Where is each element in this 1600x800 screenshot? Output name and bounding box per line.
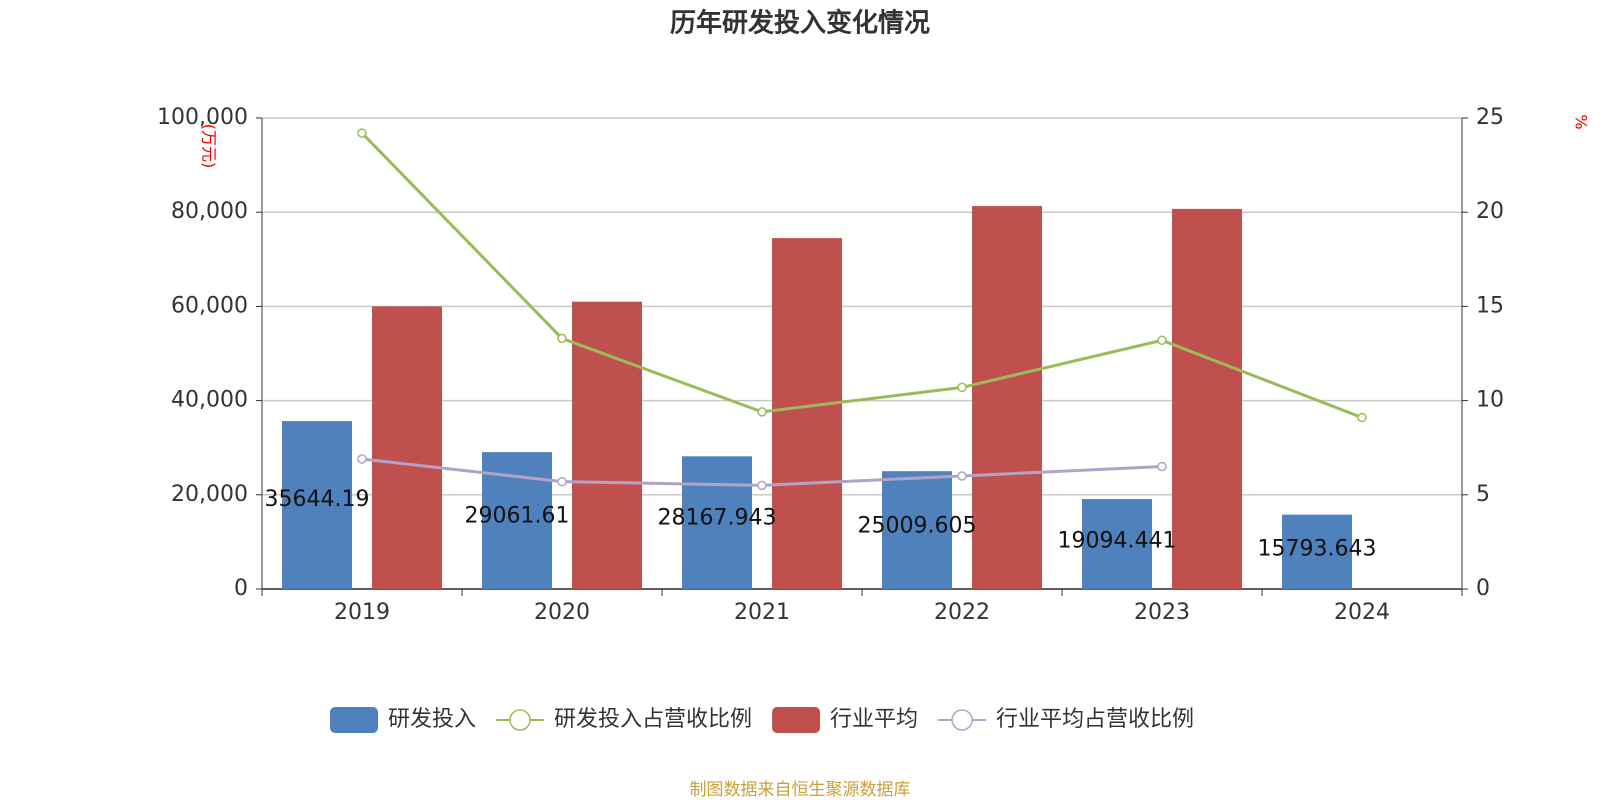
y-axis-label: (万元) — [200, 124, 219, 169]
y2-tick-label: 0 — [1476, 576, 1490, 601]
data-label: 19094.441 — [1058, 528, 1177, 553]
legend-swatch — [330, 707, 378, 733]
line-point — [1157, 461, 1167, 472]
y-tick-label: 80,000 — [171, 199, 248, 224]
bar — [682, 456, 752, 589]
source-note: 制图数据来自恒生聚源数据库 — [690, 780, 911, 800]
legend-label: 研发投入占营收比例 — [554, 707, 752, 732]
line-point — [957, 382, 967, 393]
y2-tick-label: 25 — [1476, 105, 1504, 130]
legend-swatch — [772, 707, 821, 733]
legend-swatch — [509, 709, 531, 731]
chart-title: 历年研发投入变化情况 — [670, 8, 930, 39]
line-point — [757, 407, 767, 417]
bar — [282, 421, 352, 589]
bar — [1172, 208, 1242, 589]
bar — [1282, 514, 1352, 589]
y-tick-label: 100,000 — [157, 105, 248, 130]
y2-tick-label: 15 — [1476, 293, 1504, 318]
data-label: 15793.643 — [1258, 537, 1377, 562]
bar — [882, 471, 952, 589]
y2-tick-label: 5 — [1476, 482, 1490, 507]
x-tick-label: 2019 — [334, 600, 390, 625]
bar — [372, 306, 442, 589]
line-point — [757, 480, 767, 491]
line-point — [1357, 412, 1367, 423]
line-point — [1157, 335, 1167, 346]
bar — [572, 301, 642, 589]
line-point — [357, 454, 367, 464]
line-point — [357, 128, 367, 138]
x-tick-label: 2023 — [1134, 600, 1190, 625]
x-tick-label: 2024 — [1334, 600, 1390, 625]
y2-tick-label: 10 — [1476, 388, 1504, 413]
line-point — [957, 471, 967, 481]
y2-axis-label: % — [1572, 114, 1591, 129]
legend-label: 行业平均占营收比例 — [996, 707, 1194, 732]
line-point — [557, 333, 567, 344]
legend-label: 行业平均 — [830, 707, 918, 732]
bar — [1082, 499, 1152, 589]
legend-label: 研发投入 — [388, 707, 476, 732]
y2-tick-label: 20 — [1476, 199, 1504, 224]
data-label: 29061.61 — [465, 503, 570, 528]
data-label: 35644.19 — [265, 487, 370, 512]
data-label: 28167.943 — [658, 506, 777, 531]
x-tick-label: 2020 — [534, 600, 590, 625]
bar — [972, 206, 1042, 589]
bar — [772, 238, 842, 590]
y-tick-label: 40,000 — [171, 388, 248, 413]
line — [360, 132, 1363, 419]
y-tick-label: 60,000 — [171, 293, 248, 318]
x-tick-label: 2021 — [734, 600, 790, 625]
y-tick-label: 20,000 — [171, 482, 248, 507]
y-tick-label: 0 — [234, 576, 248, 601]
line-point — [557, 476, 567, 487]
legend-swatch — [951, 709, 973, 731]
data-label: 25009.605 — [858, 514, 977, 539]
x-tick-label: 2022 — [934, 600, 990, 625]
